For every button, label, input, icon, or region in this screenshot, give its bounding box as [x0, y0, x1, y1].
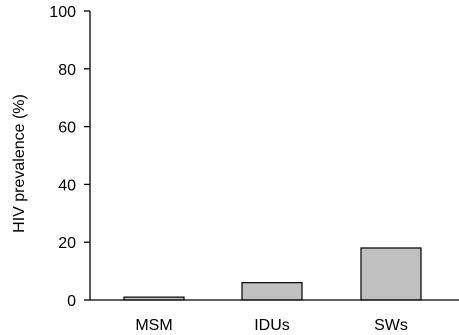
y-axis-title: HIV prevalence (%)	[11, 94, 28, 233]
x-category-label: SWs	[374, 317, 408, 334]
x-category-label: IDUs	[254, 317, 290, 334]
y-axis-ticks: 0 20 40 60 80 100	[49, 4, 90, 310]
y-tick-label: 0	[67, 293, 76, 310]
y-tick-label: 60	[58, 120, 76, 137]
y-tick-label: 20	[58, 235, 76, 252]
y-tick-label: 100	[49, 4, 76, 21]
y-tick-label: 40	[58, 177, 76, 194]
x-axis-category-labels: MSM IDUs SWs	[135, 317, 408, 334]
bar-idus	[241, 282, 303, 301]
x-category-label: MSM	[135, 317, 172, 334]
bars	[123, 247, 422, 301]
bar-sws	[360, 247, 422, 301]
y-tick-label: 80	[58, 62, 76, 79]
